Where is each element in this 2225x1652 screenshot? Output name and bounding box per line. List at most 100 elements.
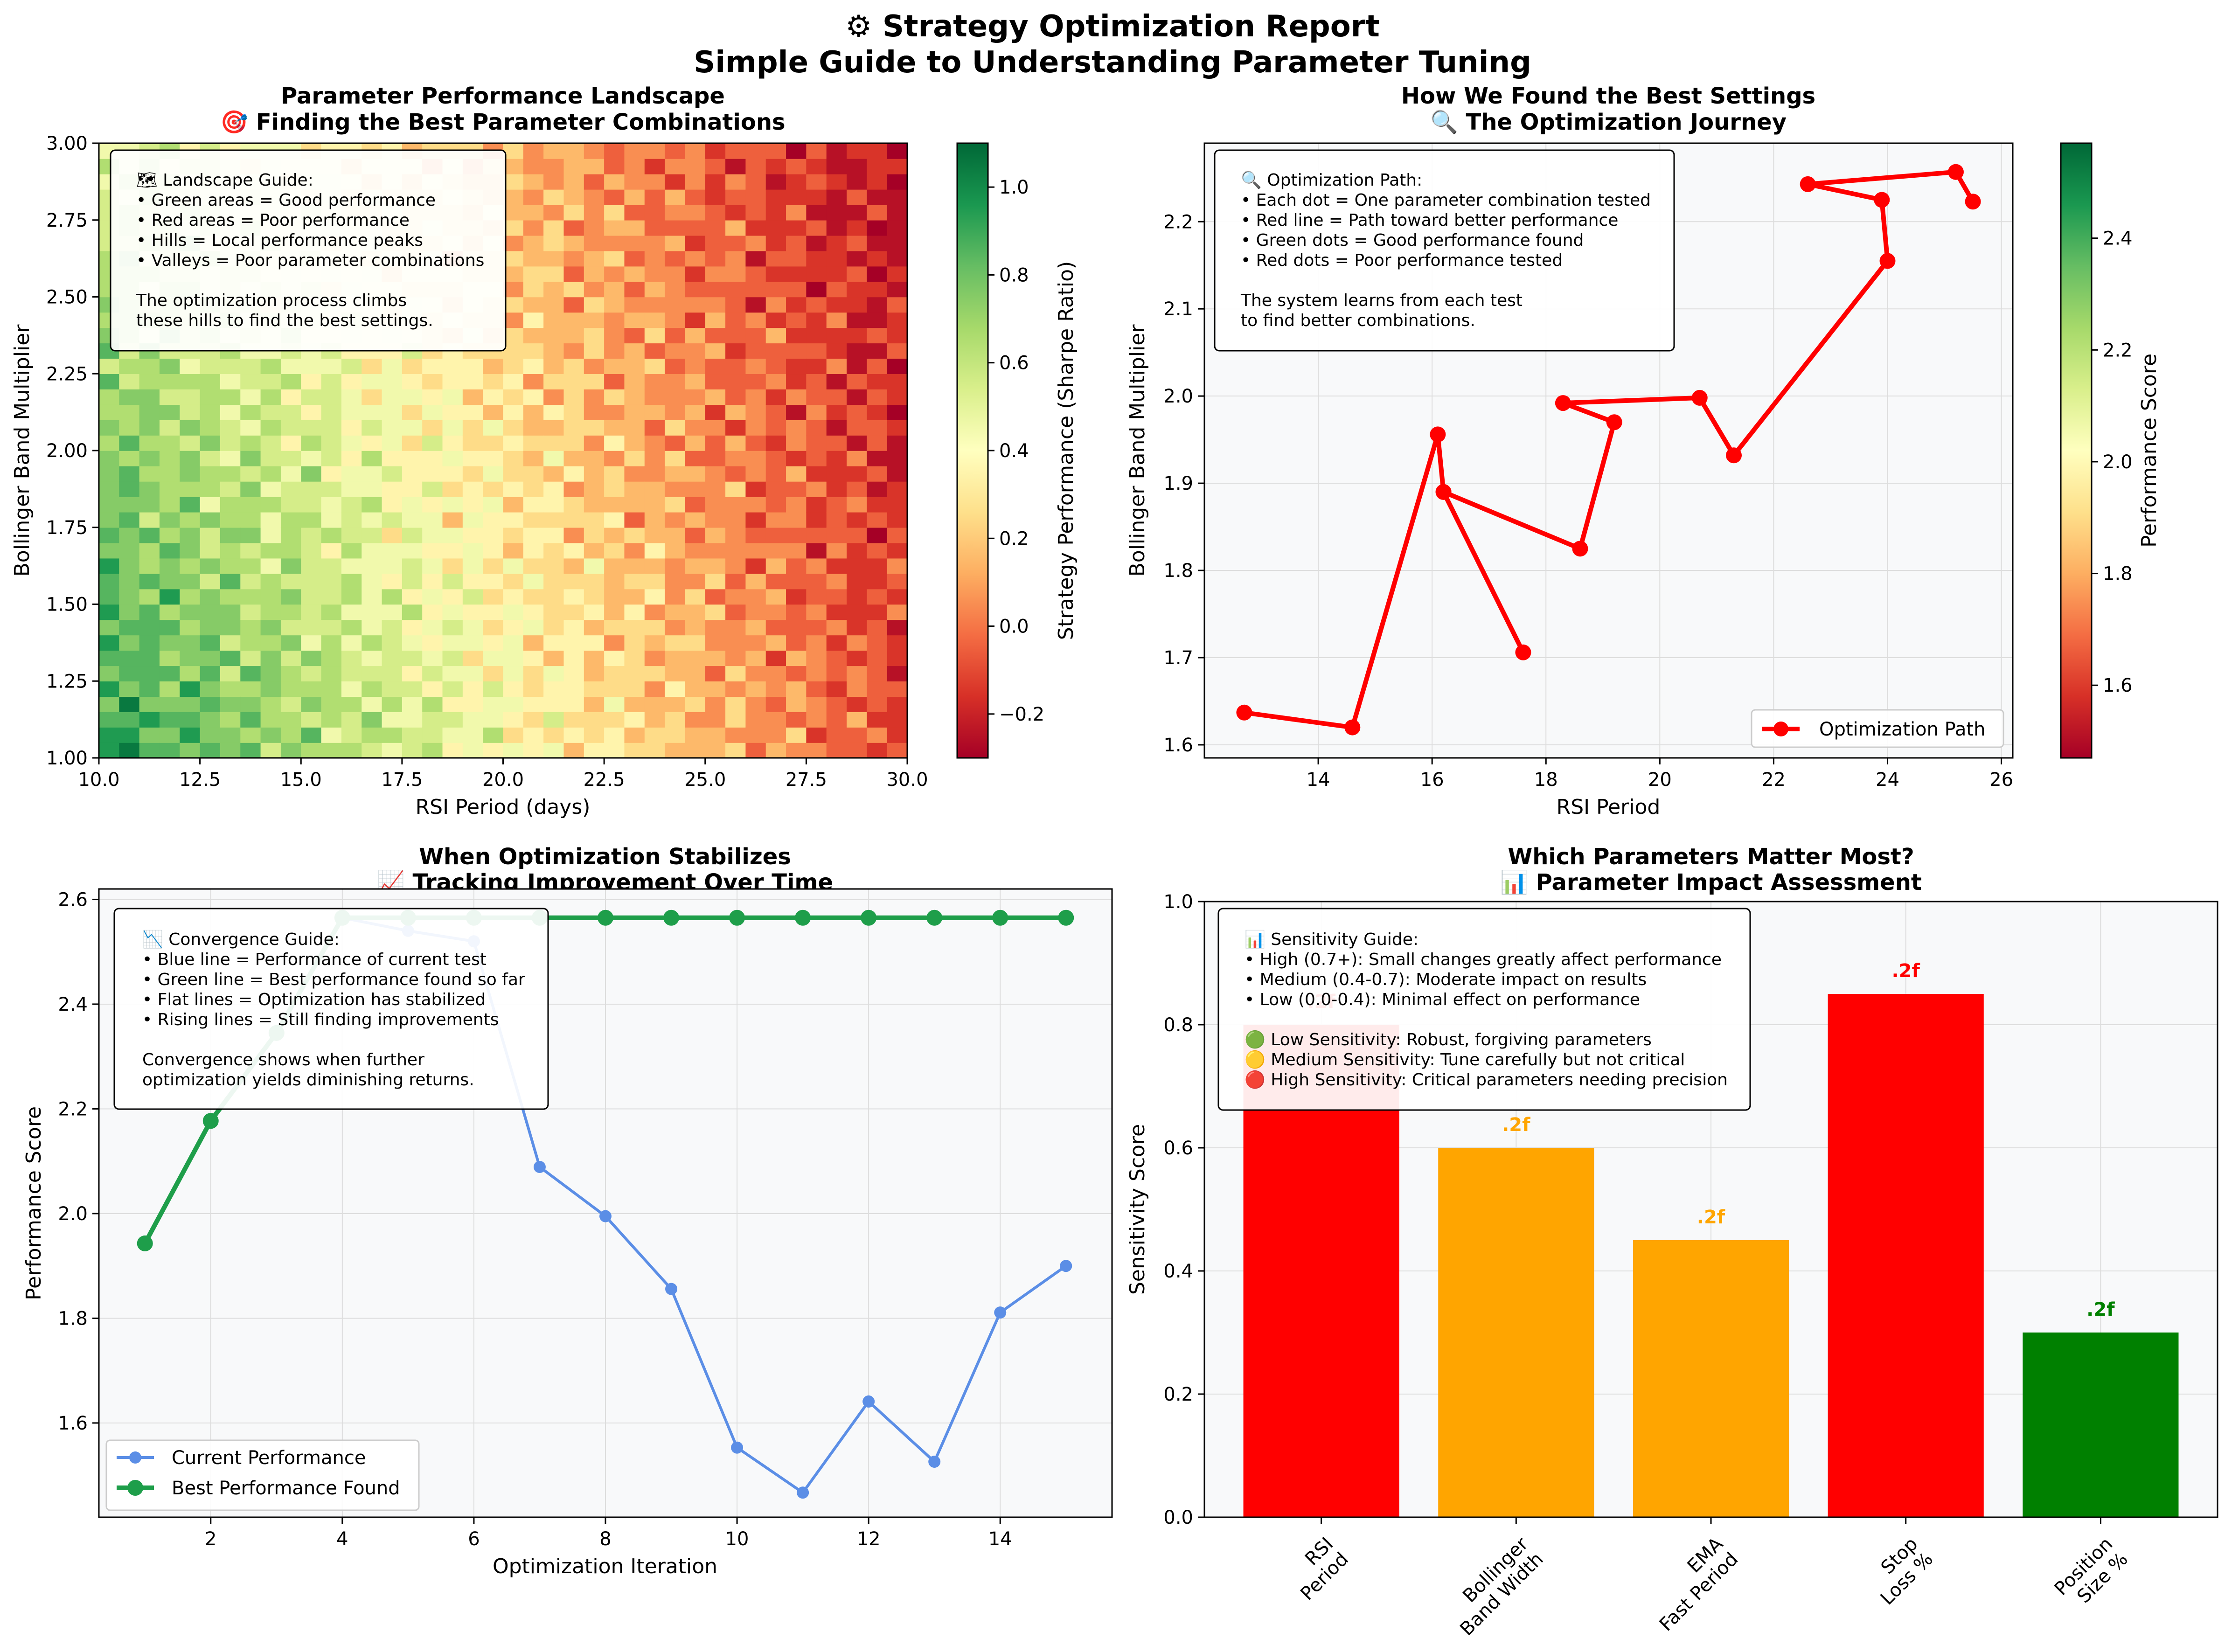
- convergence-legend: Current Performance Best Performance Fou…: [105, 1439, 420, 1511]
- heatmap-cell: [99, 650, 120, 666]
- heatmap-cell: [119, 666, 140, 682]
- heatmap-cell: [644, 558, 665, 574]
- heatmap-cell: [523, 527, 544, 543]
- best-point: [663, 909, 680, 926]
- heatmap-cell: [867, 666, 888, 682]
- heatmap-cell: [624, 589, 645, 605]
- heatmap-cell: [402, 696, 423, 712]
- current-point: [1060, 1260, 1072, 1272]
- heatmap-cell: [139, 481, 160, 497]
- heatmap-cell: [644, 297, 665, 313]
- heatmap-cell: [503, 158, 524, 174]
- y-tick-label: 0.0: [1163, 1507, 1193, 1528]
- heatmap-cell: [543, 573, 564, 590]
- heatmap-cell: [442, 696, 463, 712]
- heatmap-cell: [442, 727, 463, 743]
- heatmap-cell: [644, 666, 665, 682]
- heatmap-cell: [604, 696, 625, 712]
- heatmap-cell: [523, 512, 544, 528]
- heatmap-cell: [543, 619, 564, 636]
- heatmap-cell: [765, 666, 786, 682]
- heatmap-cell: [483, 743, 504, 758]
- heatmap-cell: [644, 619, 665, 636]
- heatmap-cell: [220, 604, 241, 620]
- heatmap-cell: [765, 681, 786, 697]
- heatmap-cell: [462, 681, 483, 697]
- heatmap-cell: [180, 681, 201, 697]
- heatmap-cell: [99, 681, 120, 697]
- heatmap-cell: [402, 465, 423, 482]
- heatmap-cell: [563, 481, 584, 497]
- heatmap-cell: [665, 743, 686, 758]
- heatmap-cell: [826, 297, 847, 313]
- x-tick-label: BollingerBand Width: [1441, 1533, 1548, 1640]
- colorbar-tick-label: 2.4: [2103, 228, 2133, 250]
- heatmap-cell: [644, 589, 665, 605]
- heatmap-cell: [887, 589, 907, 605]
- heatmap-cell: [503, 143, 524, 159]
- heatmap-cell: [503, 266, 524, 282]
- heatmap-cell: [806, 481, 827, 497]
- heatmap-cell: [887, 712, 907, 728]
- svg-text:🗺 Landscape Guide:• Green are: 🗺 Landscape Guide: • Green areas = Good p…: [136, 171, 484, 330]
- heatmap-cell: [139, 727, 160, 743]
- heatmap-cell: [806, 158, 827, 174]
- heatmap-cell: [483, 619, 504, 636]
- heatmap-cell: [240, 420, 261, 436]
- heatmap-cell: [422, 666, 443, 682]
- heatmap-cell: [705, 650, 726, 666]
- best-point: [795, 909, 811, 926]
- heatmap-cell: [685, 435, 706, 451]
- heatmap-cell: [280, 558, 302, 574]
- heatmap-cell: [665, 220, 686, 236]
- heatmap-cell: [543, 650, 564, 666]
- heatmap-cell: [867, 327, 888, 344]
- heatmap-cell: [220, 619, 241, 636]
- heatmap-cell: [402, 573, 423, 590]
- heatmap-cell: [362, 435, 382, 451]
- heatmap-cell: [867, 435, 888, 451]
- heatmap-cell: [240, 358, 261, 375]
- heatmap-cell: [765, 619, 786, 636]
- heatmap-cell: [301, 727, 322, 743]
- info-line: 📊 Sensitivity Guide:: [1245, 930, 1418, 949]
- heatmap-cell: [321, 712, 342, 728]
- heatmap-cell: [220, 465, 241, 482]
- heatmap-cell: [867, 174, 888, 190]
- heatmap-cell: [301, 681, 322, 697]
- heatmap-cell: [624, 435, 645, 451]
- heatmap-cell: [604, 204, 625, 221]
- heatmap-cell: [301, 512, 322, 528]
- heatmap-cell: [563, 512, 584, 528]
- legend-marker: [127, 1480, 143, 1496]
- heatmap-cell: [523, 235, 544, 251]
- y-tick-label: 2.2: [1163, 211, 1193, 233]
- colorbar-tick-label: 0.6: [999, 353, 1029, 374]
- heatmap-cell: [644, 358, 665, 375]
- heatmap-cell: [867, 204, 888, 221]
- heatmap-cell: [725, 389, 746, 405]
- heatmap-cell: [523, 143, 544, 159]
- heatmap-cell: [604, 189, 625, 205]
- heatmap-cell: [745, 512, 766, 528]
- heatmap-cell: [119, 589, 140, 605]
- heatmap-cell: [644, 650, 665, 666]
- heatmap-cell: [362, 635, 382, 651]
- heatmap-cell: [563, 143, 584, 159]
- heatmap-cell: [200, 712, 221, 728]
- heatmap-cell: [483, 465, 504, 482]
- heatmap-cell: [705, 712, 726, 728]
- heatmap-cell: [503, 204, 524, 221]
- heatmap-cell: [483, 666, 504, 682]
- heatmap-cell: [725, 681, 746, 697]
- heatmap-cell: [584, 696, 605, 712]
- heatmap-cell: [159, 542, 181, 559]
- heatmap-cell: [887, 666, 907, 682]
- heatmap-cell: [745, 343, 766, 359]
- heatmap-cell: [665, 143, 686, 159]
- heatmap-cell: [563, 297, 584, 313]
- heatmap-cell: [725, 435, 746, 451]
- heatmap-cell: [402, 389, 423, 405]
- heatmap-cell: [523, 343, 544, 359]
- heatmap-cell: [543, 481, 564, 497]
